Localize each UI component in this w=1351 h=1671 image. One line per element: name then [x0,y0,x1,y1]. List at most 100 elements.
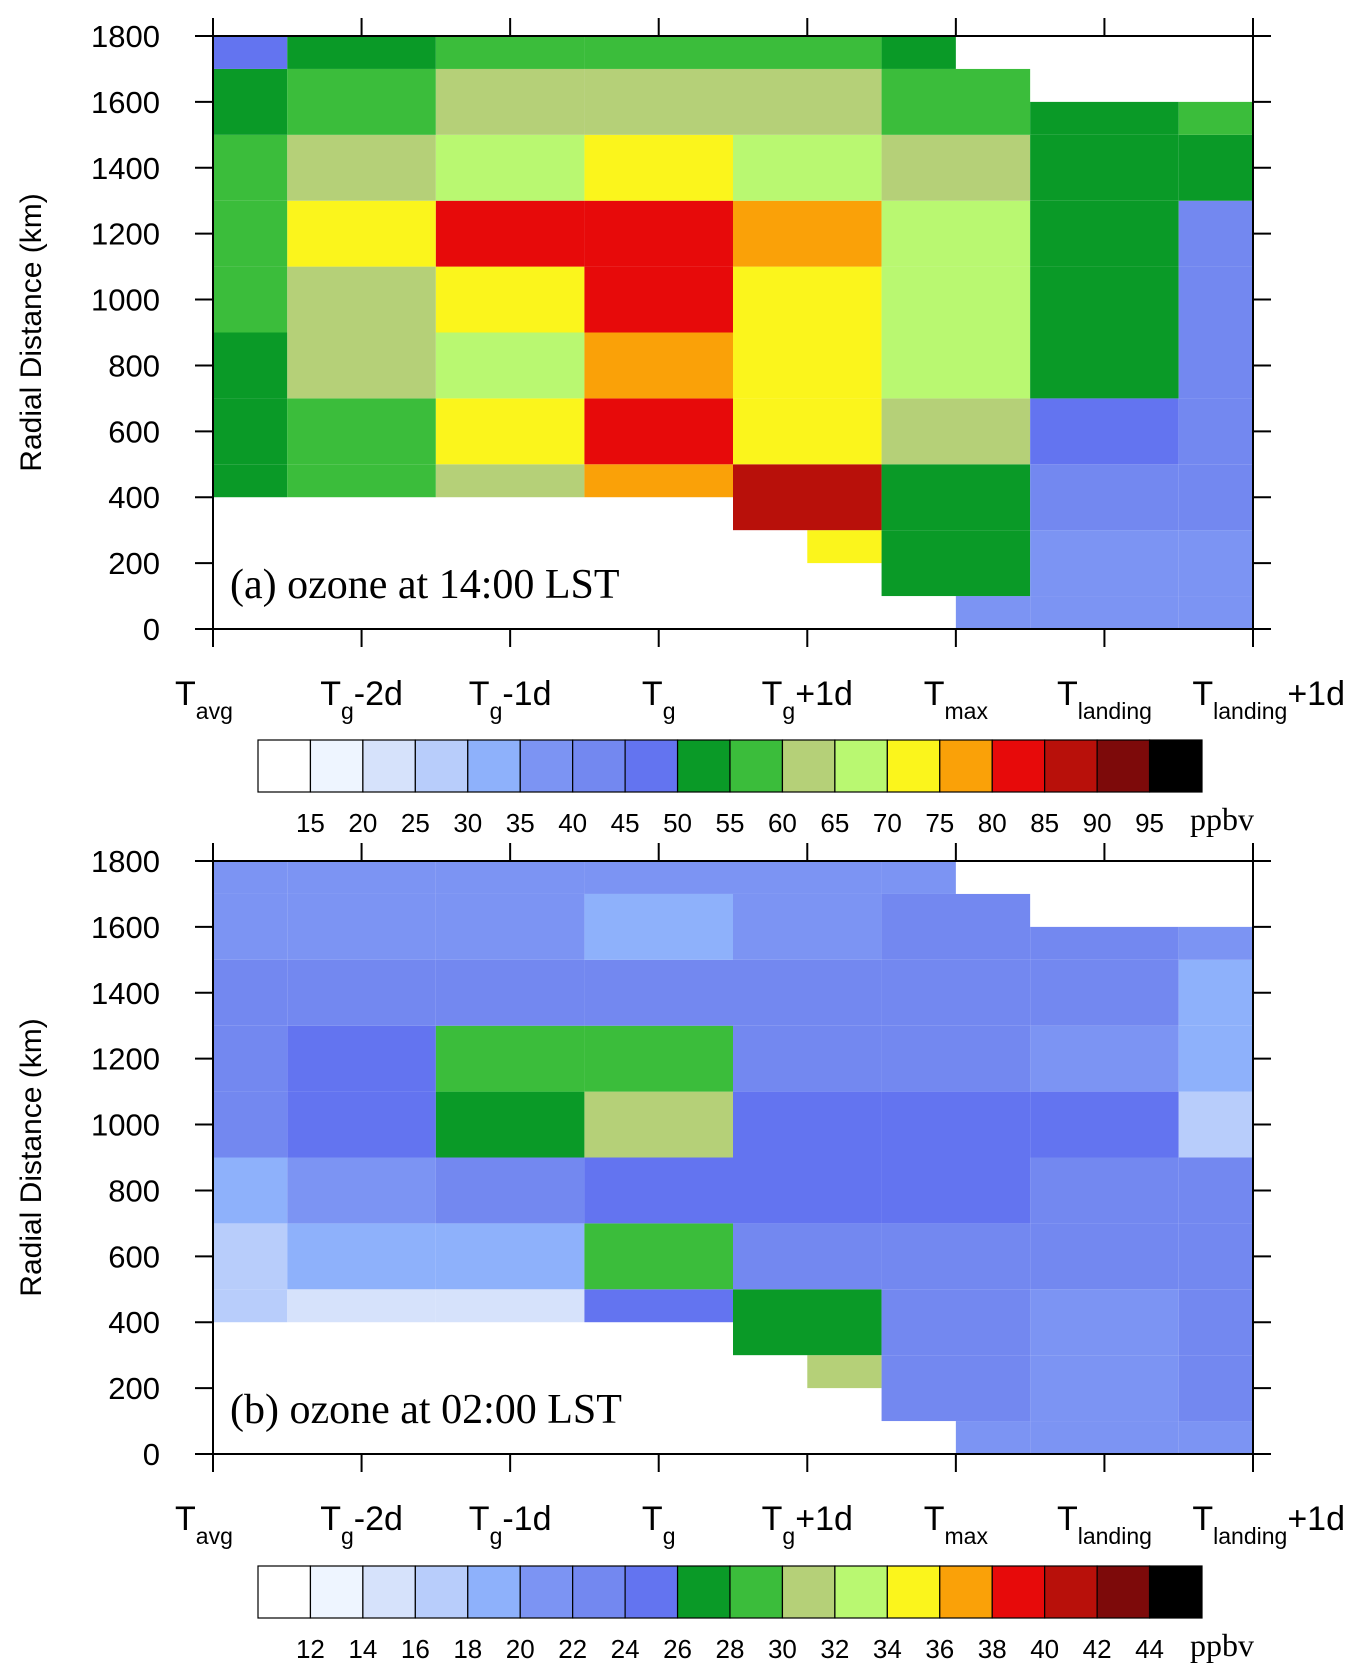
contour-cell [881,893,1031,960]
contour-cell [1030,101,1179,135]
colorbar-swatch [991,1565,1046,1619]
colorbar-swatch [886,739,941,793]
y-tick-label: 1600 [91,85,160,120]
x-tick-label: Tg+1d [762,675,853,724]
contour-cell [435,959,585,1026]
contour-cell [287,134,436,201]
y-tick-label: 1800 [91,19,160,54]
contour-field-a [213,36,1253,629]
contour-cell [213,959,288,1026]
colorbar-level-label: 55 [716,808,745,838]
contour-cell [1178,101,1253,135]
contour-cell [435,200,585,267]
y-tick-label: 600 [108,1239,160,1274]
contour-cell [213,464,288,498]
colorbar-level-label: 50 [663,808,692,838]
contour-cell [1178,1157,1253,1224]
colorbar-level-label: 35 [506,808,535,838]
contour-cell [1030,1157,1179,1224]
contour-cell [733,1289,882,1356]
contour-cell [807,1355,882,1389]
colorbar-swatch [1044,1565,1098,1619]
colorbar-level-label: 22 [558,1634,587,1664]
y-tick-label: 0 [143,612,160,647]
colorbar-level-label: 95 [1135,808,1164,838]
contour-cell [881,530,1031,597]
contour-cell [881,332,1031,399]
colorbar-swatch [1096,1565,1151,1619]
y-axis-label-a: Radial Distance (km) [15,193,48,471]
contour-cell [584,1289,733,1323]
colorbar-swatch [939,739,993,793]
contour-cell [733,134,882,201]
contour-cell [1030,1421,1179,1454]
contour-cell [584,464,733,498]
contour-cell [1178,398,1253,465]
y-tick-labels-a: 0 200 400 600 800 1000 1200 1400 1600 1800 [91,19,160,647]
contour-cell [733,861,882,894]
contour-cell [287,398,436,465]
contour-cell [733,893,882,960]
contour-cell [435,464,585,498]
contour-cell [881,266,1031,333]
x-tick-label: Tg-2d [320,675,403,724]
x-tick-label: Tg+1d [762,1500,853,1549]
contour-cell [213,1223,288,1290]
contour-cell [881,68,1031,135]
contour-cell [1178,332,1253,399]
colorbar-level-label: 44 [1135,1634,1164,1664]
colorbar-swatch [676,739,731,793]
colorbar-level-label: 16 [401,1634,430,1664]
plot-frame-b [212,860,1254,1455]
colorbar-level-label: 34 [873,1634,902,1664]
contour-cell [435,1223,585,1290]
colorbar-swatch [414,1565,469,1619]
x-tick-label: Tg-2d [320,1500,403,1549]
contour-cell [1030,1025,1179,1092]
contour-cell [287,959,436,1026]
panel-title-a: (a) ozone at 14:00 LST [230,562,620,608]
y-tick-label: 800 [108,1173,160,1208]
x-tick-label: Tmax [924,675,989,724]
x-tick-label: Tg-1d [469,1500,552,1549]
contour-cell [435,36,585,69]
contour-cell [213,332,288,399]
contour-cell [881,200,1031,267]
contour-cell [213,1157,288,1224]
colorbar-swatch [939,1565,993,1619]
x-tick-label: Tlanding [1057,1500,1152,1549]
contour-cell [1178,1223,1253,1290]
colorbar-swatch [676,1565,731,1619]
contour-cell [733,1025,882,1092]
contour-cell [1178,1289,1253,1356]
contour-cell [1178,926,1253,960]
contour-cell [1178,200,1253,267]
contour-cell [733,1223,882,1290]
x-tick-label: Tg [642,675,676,724]
contour-cell [1030,398,1179,465]
colorbar-level-label: 90 [1083,808,1112,838]
colorbar-swatch [519,1565,574,1619]
colorbar-level-label: 40 [1030,1634,1059,1664]
contour-cell [584,893,733,960]
colorbar-swatch [309,739,364,793]
contour-cell [435,1157,585,1224]
colorbar-units-a: ppbv [1190,801,1254,837]
colorbar-level-label: 85 [1030,808,1059,838]
colorbar-units-b: ppbv [1190,1627,1254,1663]
contour-cell [881,1157,1031,1224]
contour-cell [435,861,585,894]
contour-cell [213,36,288,69]
colorbar-level-label: 14 [348,1634,377,1664]
contour-cell [287,36,436,69]
x-tick-label: Tlanding [1057,675,1152,724]
colorbar-level-label: 15 [296,808,325,838]
contour-cell [1030,200,1179,267]
colorbar-level-label: 36 [925,1634,954,1664]
panel-title-b: (b) ozone at 02:00 LST [230,1387,622,1433]
contour-cell [1030,596,1179,629]
colorbar-swatch [729,1565,784,1619]
contour-cell [584,200,733,267]
contour-cell [881,861,956,894]
